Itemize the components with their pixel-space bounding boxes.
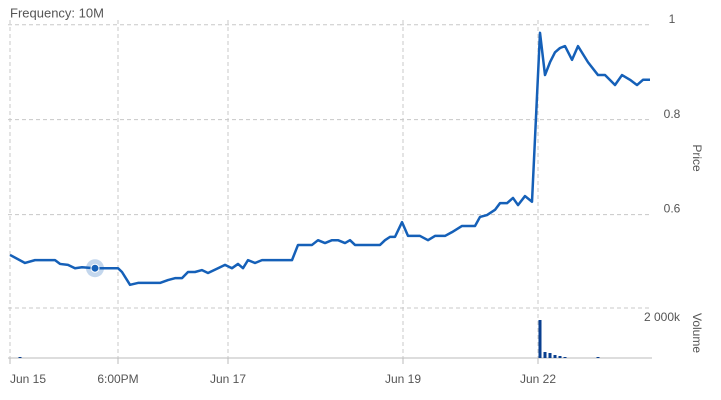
hover-point: [90, 263, 100, 273]
y2-axis-label: Volume: [690, 313, 704, 353]
volume-bar: [543, 352, 547, 358]
volume-bar: [596, 357, 600, 358]
y-tick-label: 0.6: [664, 202, 681, 216]
y-tick-label: 0.8: [664, 107, 681, 121]
volume-bar: [538, 320, 542, 358]
y-axis-label: Price: [690, 144, 704, 172]
volume-bar: [18, 357, 22, 358]
x-tick-label: Jun 19: [385, 372, 421, 386]
x-tick-label: Jun 22: [520, 372, 556, 386]
x-tick-label: Jun 17: [210, 372, 246, 386]
x-tick-label: Jun 15: [10, 372, 46, 386]
y-tick-label: 1: [669, 12, 676, 26]
volume-bar: [558, 356, 562, 358]
volume-bar: [563, 357, 567, 358]
x-tick-label: 6:00PM: [97, 372, 138, 386]
price-line: [9, 31, 650, 287]
volume-bar: [548, 353, 552, 358]
volume-bar: [553, 355, 557, 358]
frequency-label: Frequency: 10M: [10, 5, 104, 20]
y2-tick-label: 2 000k: [644, 310, 681, 324]
